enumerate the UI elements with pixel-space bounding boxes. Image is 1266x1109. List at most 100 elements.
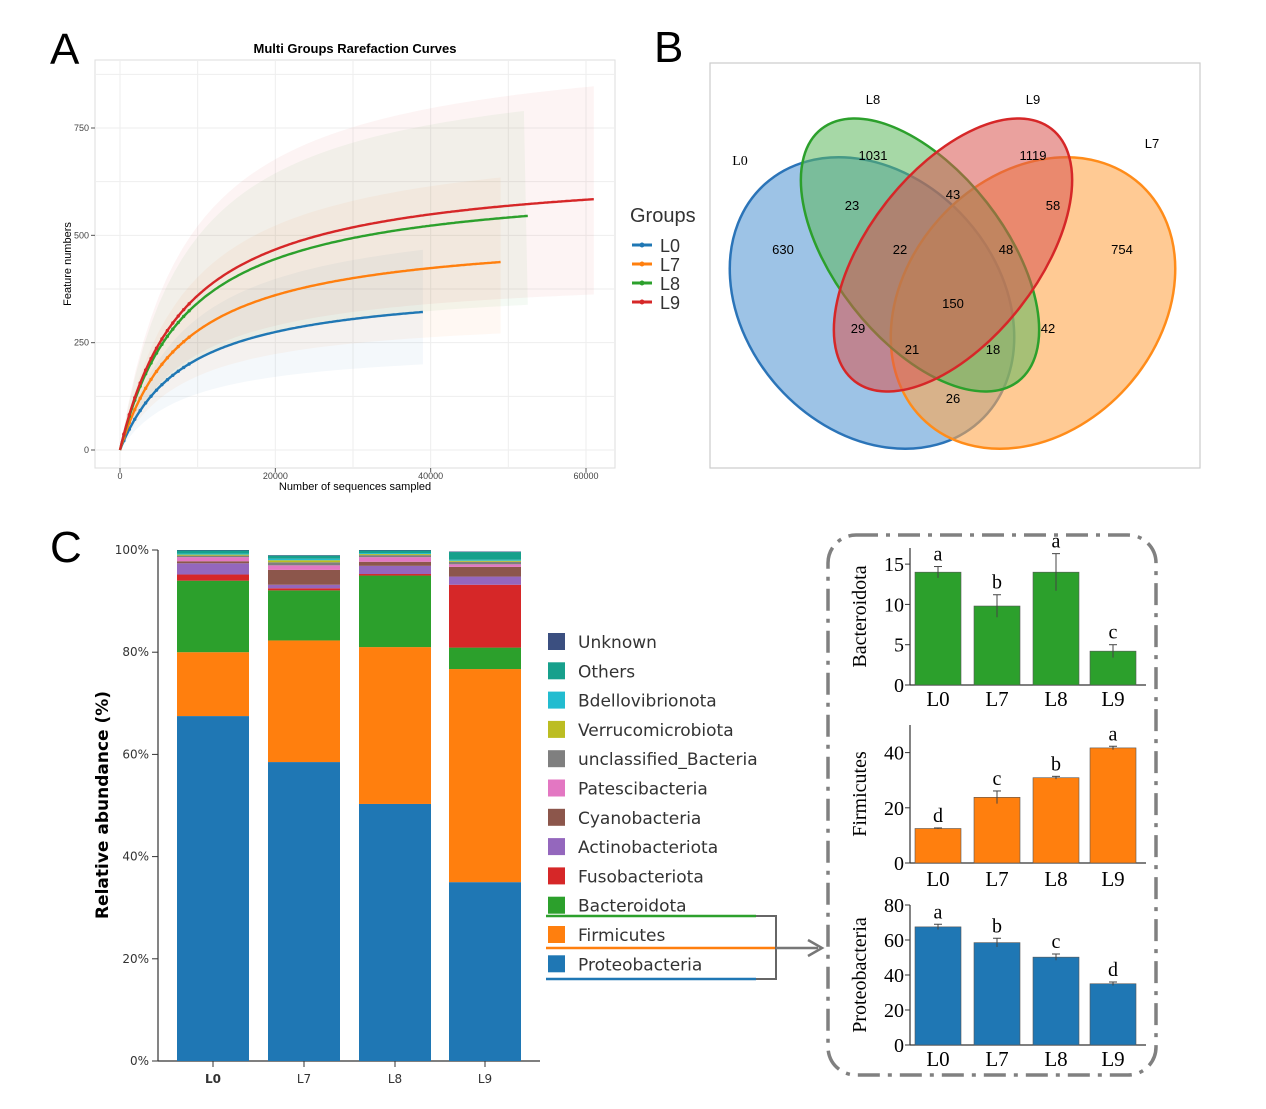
venn-count: 21 xyxy=(905,342,919,357)
mini-bar xyxy=(1089,747,1137,864)
legend-swatch xyxy=(548,838,565,856)
legend-swatch xyxy=(548,662,565,680)
legend-marker xyxy=(639,299,645,305)
curve-point xyxy=(154,346,159,350)
mini-x-tick-label: L0 xyxy=(926,867,949,891)
bar-segment xyxy=(449,584,521,648)
bar-segment xyxy=(177,550,249,554)
bar-segment xyxy=(177,557,249,562)
curve-line xyxy=(118,310,423,451)
significance-letter: c xyxy=(1109,622,1118,644)
legend-label: L8 xyxy=(660,274,680,294)
legend-label: Fusobacteriota xyxy=(578,867,704,887)
bar-segment xyxy=(177,554,249,556)
curve-point xyxy=(138,396,142,401)
venn-label-l0: L0 xyxy=(732,154,748,169)
x-tick-label: L7 xyxy=(297,1072,311,1086)
panel-label-b: B xyxy=(654,23,683,72)
legend-marker xyxy=(639,242,645,248)
legend-bracket xyxy=(546,914,825,981)
curve-point xyxy=(165,334,170,339)
legend-label: L7 xyxy=(660,255,680,275)
curve-point xyxy=(165,378,170,382)
bar-segment xyxy=(268,590,340,641)
legend-label: Bdellovibrionota xyxy=(578,692,717,712)
bar-segment xyxy=(359,554,431,556)
curve-point xyxy=(138,408,142,413)
mini-bar xyxy=(914,926,962,1046)
bar-segment xyxy=(359,561,431,566)
curve-point xyxy=(154,388,159,392)
curve-point xyxy=(171,350,175,354)
phylum-legend: Unknown Others Bdellovibrionota Verrucomicr… xyxy=(548,633,758,975)
mini-ylabel: Proteobacteria xyxy=(849,917,871,1033)
mini-y-tick-label: 80 xyxy=(884,895,904,917)
bar-segment xyxy=(449,564,521,567)
mini-y-tick-label: 0 xyxy=(894,1035,904,1057)
curve-point xyxy=(154,369,159,374)
mini-x-tick-label: L9 xyxy=(1101,867,1124,891)
mini-y-tick-label: 40 xyxy=(884,965,904,987)
mini-bar xyxy=(973,942,1021,1046)
bar-segment xyxy=(359,574,431,576)
curve-point xyxy=(187,362,191,366)
significance-letter: b xyxy=(992,915,1002,937)
legend-label: Actinobacteriota xyxy=(578,838,718,858)
mini-x-tick-label: L0 xyxy=(926,687,949,711)
bar-segment xyxy=(449,560,521,562)
variance-band xyxy=(120,177,501,450)
y-tick-label: 0 xyxy=(84,445,89,455)
venn-count: 26 xyxy=(946,391,960,406)
abundance-chart: Relative abundance (%) 0%20%40%60%80%100… xyxy=(93,531,1158,1086)
bar-segment xyxy=(449,559,521,561)
bar-segment xyxy=(177,563,249,575)
y-tick-label: 40% xyxy=(122,850,149,864)
curve-point xyxy=(143,386,148,391)
mini-charts-frame xyxy=(826,533,1158,1077)
curve-point xyxy=(160,362,164,367)
bar-segment xyxy=(177,555,249,558)
curve-point xyxy=(160,382,164,387)
significance-letter: c xyxy=(1052,931,1061,953)
legend-label: unclassified_Bacteria xyxy=(578,750,758,770)
bar-segment xyxy=(268,584,340,589)
rarefaction-ylabel: Feature numbers xyxy=(62,222,74,306)
bar-segment xyxy=(449,561,521,565)
legend-label: Firmicutes xyxy=(578,926,665,946)
legend-label: Proteobacteria xyxy=(578,955,702,975)
significance-letter: a xyxy=(934,544,943,566)
y-tick-label: 100% xyxy=(115,543,149,557)
venn-count: 1031 xyxy=(859,148,888,163)
legend-label: Cyanobacteria xyxy=(578,809,701,829)
mini-y-tick-label: 40 xyxy=(884,743,904,765)
curve-line xyxy=(118,198,594,451)
mini-bar xyxy=(973,797,1021,864)
venn-count: 23 xyxy=(845,198,859,213)
mini-y-tick-label: 0 xyxy=(894,675,904,697)
mini-bar xyxy=(1089,983,1137,1046)
mini-y-tick-label: 0 xyxy=(894,853,904,875)
y-tick-label: 750 xyxy=(74,123,89,133)
legend-label: Patescibacteria xyxy=(578,780,708,800)
significance-letter: a xyxy=(1052,531,1061,553)
legend-swatch xyxy=(548,896,565,914)
bar-segment xyxy=(359,550,431,551)
curve-point xyxy=(165,356,170,360)
legend-swatch xyxy=(548,867,565,885)
legend-label: Verrucomicrobiota xyxy=(578,721,734,741)
bar-segment xyxy=(177,553,249,555)
mini-x-tick-label: L9 xyxy=(1101,1047,1124,1071)
mini-y-tick-label: 60 xyxy=(884,930,904,952)
curve-point xyxy=(154,351,159,355)
x-tick-label: 0 xyxy=(117,471,122,481)
curve-point xyxy=(181,307,186,312)
mini-x-tick-label: L9 xyxy=(1101,687,1124,711)
bar-segment xyxy=(177,574,249,581)
variance-band xyxy=(120,86,594,451)
curve-point xyxy=(122,432,126,436)
bar-segment xyxy=(268,560,340,563)
legend-swatch xyxy=(548,720,565,738)
curve-point xyxy=(133,396,137,400)
mini-ylabel: Firmicutes xyxy=(849,751,871,837)
curve-point xyxy=(149,377,153,382)
